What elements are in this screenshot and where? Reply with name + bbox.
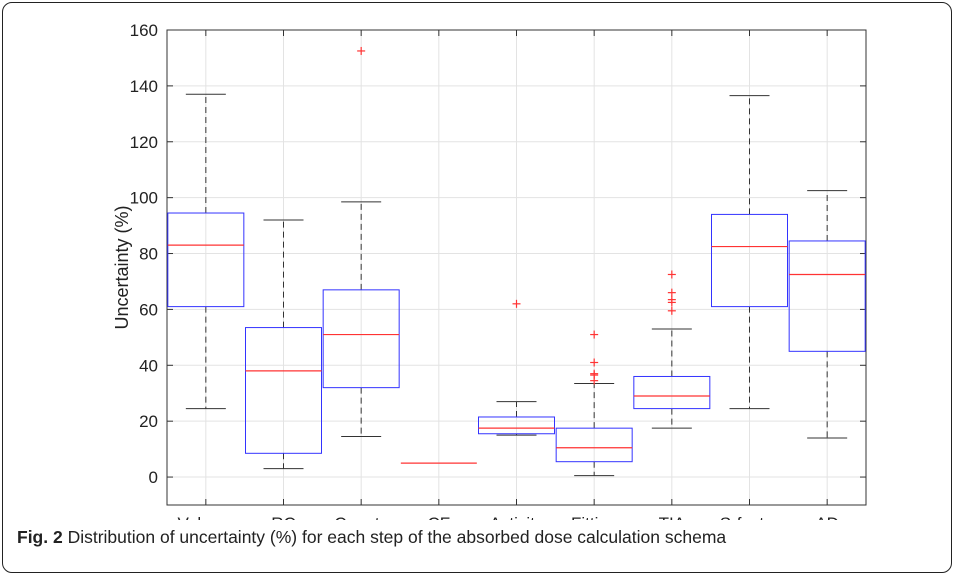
outlier-point — [590, 369, 599, 378]
box-s-factor — [711, 213, 788, 308]
box-activity — [478, 416, 555, 435]
x-tick-label: AD — [815, 514, 839, 520]
box-counts — [322, 289, 400, 389]
y-tick-label: 140 — [130, 77, 158, 96]
y-tick-label: 120 — [130, 133, 158, 152]
outlier-point — [590, 330, 599, 339]
box-ad — [788, 240, 866, 352]
x-tick-label: RC — [271, 514, 296, 520]
box-rc — [245, 327, 322, 454]
outlier-point — [667, 295, 676, 304]
figure-caption: Fig. 2 Distribution of uncertainty (%) f… — [17, 527, 726, 548]
outlier-point — [667, 288, 676, 297]
y-tick-label: 160 — [130, 21, 158, 40]
box-fitting — [555, 427, 633, 463]
x-tick-label: S-factor — [720, 514, 780, 520]
x-tick-label: Activity — [490, 514, 544, 520]
outlier-point — [590, 358, 599, 367]
y-tick-label: 40 — [139, 356, 158, 375]
y-tick-label: 0 — [149, 468, 158, 487]
x-tick-label: TIA — [659, 514, 686, 520]
outlier-point — [357, 46, 366, 55]
y-tick-label: 100 — [130, 189, 158, 208]
x-tick-label: Fitting — [571, 514, 617, 520]
box-volume — [167, 212, 245, 308]
outlier-point — [667, 270, 676, 279]
y-tick-label: 80 — [139, 245, 158, 264]
x-tick-label: Counts — [334, 514, 388, 520]
figure-label: Fig. 2 — [17, 527, 63, 547]
x-tick-label: CF — [427, 514, 450, 520]
x-tick-label: Volume — [177, 514, 234, 520]
caption-text: Distribution of uncertainty (%) for each… — [67, 527, 727, 547]
box-plot: 0 20 40 60 80 100 120 140 160 Volume RC Counts CF Act… — [112, 21, 867, 520]
y-tick-label: 60 — [139, 300, 158, 319]
outlier-point — [512, 299, 521, 308]
y-tick-label: 20 — [139, 412, 158, 431]
y-axis-label: Uncertainty (%) — [112, 205, 132, 329]
outlier-point — [667, 306, 676, 315]
box-tia — [633, 375, 711, 410]
